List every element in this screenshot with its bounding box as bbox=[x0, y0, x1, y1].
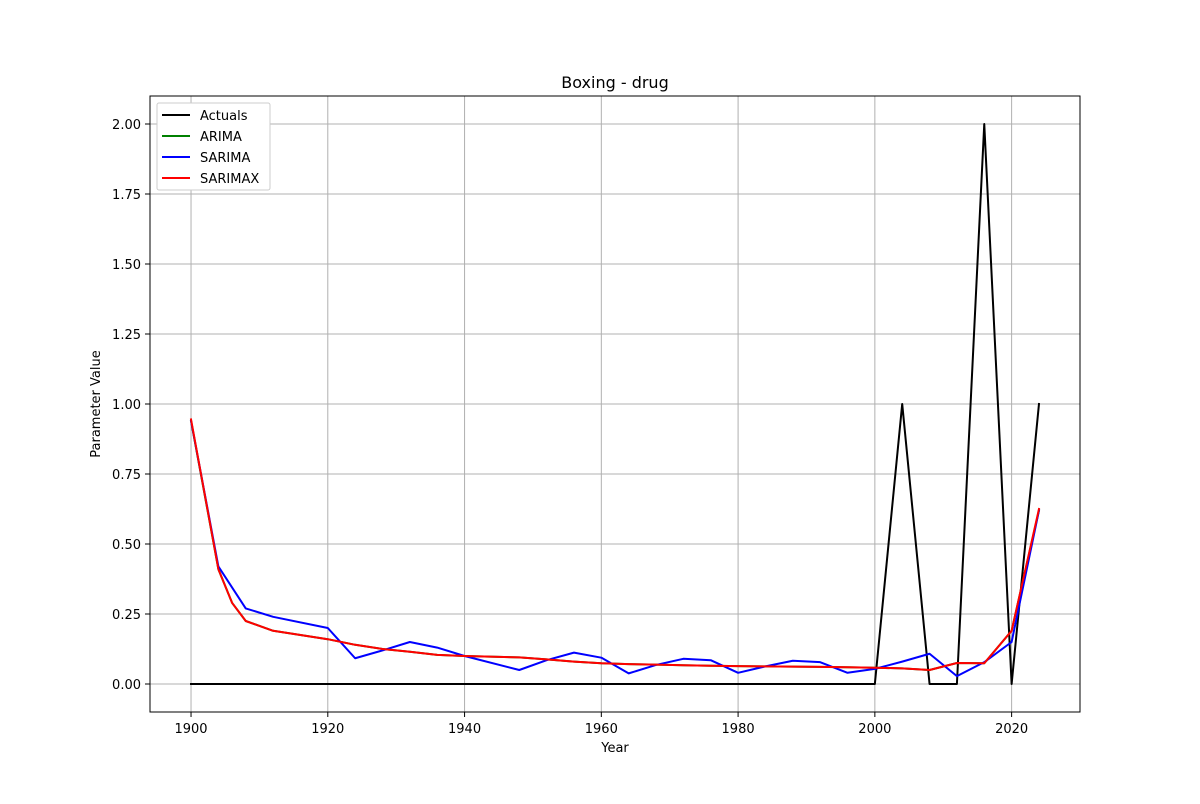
y-tick-label: 1.25 bbox=[112, 328, 141, 343]
chart-title: Boxing - drug bbox=[561, 73, 668, 92]
y-tick-label: 0.25 bbox=[112, 608, 141, 623]
y-tick-label: 0.00 bbox=[112, 678, 141, 693]
y-axis-label: Parameter Value bbox=[89, 350, 104, 457]
tick-layer: 1900 1920 1940 1960 1980 2000 2020 0.00 0.25 0.50… bbox=[112, 118, 1028, 737]
legend-box bbox=[156, 102, 271, 191]
x-tick-label: 2000 bbox=[858, 722, 891, 737]
x-tick-label: 2020 bbox=[995, 722, 1028, 737]
y-tick-label: 0.75 bbox=[112, 468, 141, 483]
series-line-sarimax bbox=[189, 418, 1041, 671]
y-tick-label: 1.50 bbox=[112, 258, 141, 273]
legend-label-sarimax: SARIMAX bbox=[200, 172, 259, 187]
y-tick-label: 0.50 bbox=[112, 538, 141, 553]
plot-layer bbox=[189, 123, 1041, 685]
x-axis-label: Year bbox=[600, 741, 629, 756]
x-tick-label: 1900 bbox=[174, 722, 207, 737]
legend: Actuals ARIMA SARIMA SARIMAX bbox=[156, 102, 271, 191]
y-tick-label: 1.75 bbox=[112, 188, 141, 203]
x-tick-label: 1960 bbox=[585, 722, 618, 737]
legend-label-arima: ARIMA bbox=[200, 130, 242, 145]
x-tick-label: 1940 bbox=[448, 722, 481, 737]
x-tick-label: 1980 bbox=[722, 722, 755, 737]
series-line-sarima bbox=[189, 419, 1041, 678]
legend-label-actuals: Actuals bbox=[200, 109, 248, 124]
y-tick-label: 1.00 bbox=[112, 398, 141, 413]
legend-label-sarima: SARIMA bbox=[200, 151, 250, 166]
x-tick-label: 1920 bbox=[311, 722, 344, 737]
series-line-actuals bbox=[190, 123, 1041, 685]
y-tick-label: 2.00 bbox=[112, 118, 141, 133]
